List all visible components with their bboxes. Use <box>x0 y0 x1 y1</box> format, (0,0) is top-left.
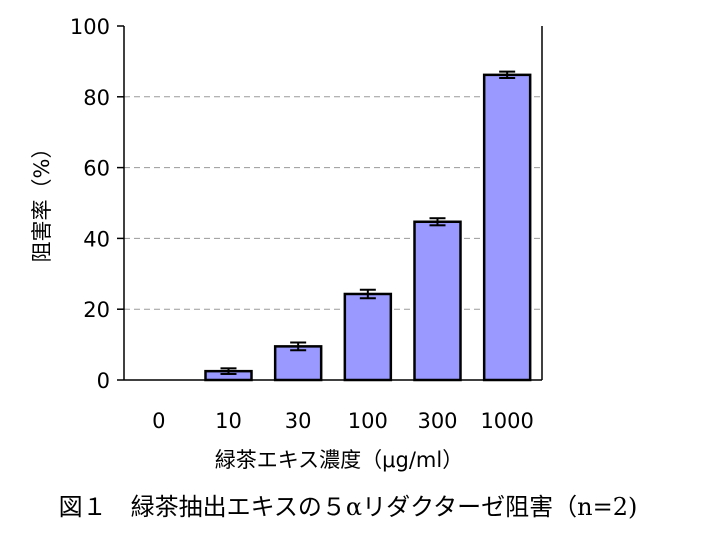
x-tick-label: 100 <box>348 409 388 433</box>
bar <box>273 345 323 382</box>
y-tick-label: 100 <box>70 15 110 39</box>
x-tick-label: 10 <box>215 409 242 433</box>
bars <box>204 70 532 382</box>
gridlines <box>124 96 542 310</box>
figure-caption: 図１ 緑茶抽出エキスの５αリダクターゼ阻害（n=2) <box>59 493 638 521</box>
bar <box>343 292 393 382</box>
bar <box>413 220 462 382</box>
y-tick-label: 0 <box>97 369 110 393</box>
y-tick-labels: 0 20 40 60 80 100 <box>70 15 124 393</box>
y-tick-label: 60 <box>83 157 110 181</box>
x-tick-label: 0 <box>152 409 165 433</box>
x-tick-labels: 0 10 30 100 300 1000 <box>152 409 534 433</box>
axes <box>123 26 543 381</box>
bar <box>482 73 532 382</box>
x-tick-label: 1000 <box>480 409 533 433</box>
y-tick-label: 80 <box>83 86 110 110</box>
y-tick-label: 40 <box>83 227 110 251</box>
x-tick-label: 300 <box>417 409 457 433</box>
y-tick-label: 20 <box>83 298 110 322</box>
x-axis-title: 緑茶エキス濃度（μg/ml） <box>215 448 463 472</box>
x-tick-label: 30 <box>285 409 312 433</box>
y-axis-title: 阻害率（%） <box>30 138 54 263</box>
